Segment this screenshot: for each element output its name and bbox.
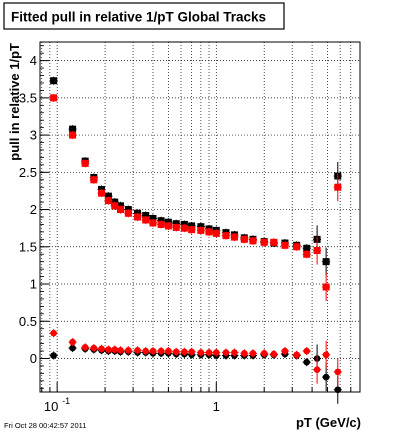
circle-marker [50, 352, 57, 359]
circle-marker [334, 386, 342, 394]
y-tick-label: 3.5 [19, 90, 37, 105]
square-marker [249, 237, 257, 245]
circle-marker [172, 348, 180, 356]
circle-marker [125, 346, 132, 354]
square-marker [124, 209, 132, 217]
square-marker [142, 216, 150, 224]
square-marker [240, 235, 248, 243]
circle-marker [90, 344, 98, 352]
square-marker [313, 247, 321, 255]
square-marker [303, 250, 311, 258]
circle-marker [293, 351, 300, 359]
square-marker [81, 159, 89, 167]
circle-marker [98, 345, 105, 353]
square-marker [188, 226, 196, 234]
y-tick-label: 1 [30, 277, 37, 292]
square-marker [50, 94, 58, 102]
square-marker [98, 189, 106, 197]
circle-marker [117, 346, 124, 354]
timestamp: Fri Oct 28 00:42:57 2011 [4, 421, 86, 430]
square-marker [197, 226, 205, 234]
x-tick-label-exponent: -1 [62, 396, 70, 406]
square-marker [90, 176, 98, 184]
grid-lines [40, 42, 360, 392]
square-marker [270, 238, 278, 246]
square-marker [116, 206, 124, 214]
circle-marker [69, 344, 76, 352]
circle-marker [134, 346, 141, 354]
square-marker [104, 192, 112, 200]
circle-marker [165, 347, 172, 355]
y-tick-label: 2.5 [19, 165, 37, 180]
circle-marker [222, 349, 230, 356]
y-tick-label: 1.5 [19, 239, 37, 254]
square-marker [180, 224, 188, 232]
square-marker [293, 243, 301, 251]
square-marker [230, 233, 238, 241]
y-tick-label: 3 [30, 128, 37, 143]
square-marker [281, 241, 289, 249]
square-marker [69, 131, 77, 139]
chart-title: Fitted pull in relative 1/pT Global Trac… [11, 10, 266, 25]
title-box-border [3, 2, 285, 30]
circle-marker [149, 347, 157, 355]
square-marker [142, 212, 150, 220]
square-marker [260, 238, 268, 246]
square-marker [69, 125, 77, 133]
square-marker [322, 258, 330, 266]
title-box: Fitted pull in relative 1/pT Global Trac… [3, 2, 285, 30]
x-axis-label: pT (GeV/c) [296, 415, 361, 430]
circle-marker [231, 349, 238, 356]
square-marker [303, 244, 311, 252]
circle-marker [181, 348, 188, 356]
square-marker [134, 213, 142, 221]
square-marker [104, 197, 112, 205]
circle-marker [313, 366, 321, 373]
y-axis-label: pull in relative 1/pT [7, 43, 22, 161]
circle-marker [212, 349, 220, 356]
circle-marker [81, 344, 89, 351]
circle-marker [142, 347, 149, 355]
circle-marker [249, 349, 257, 357]
y-tick-label: 0.5 [19, 314, 37, 329]
square-marker [205, 228, 213, 236]
x-tick-label: 10 [44, 399, 58, 414]
y-tick-label: 2 [30, 202, 37, 217]
y-tick-label: 0 [30, 351, 37, 366]
circle-marker [105, 346, 112, 353]
square-marker [111, 202, 119, 210]
x-tick-label: 1 [213, 399, 220, 414]
square-marker [334, 183, 342, 191]
circle-marker [157, 347, 165, 355]
square-marker [50, 77, 58, 85]
circle-marker [205, 349, 213, 356]
square-marker [149, 214, 157, 222]
y-tick-label: 4 [30, 53, 37, 68]
square-marker [222, 232, 230, 240]
circle-marker [303, 358, 311, 366]
square-marker [322, 283, 330, 291]
square-marker [212, 229, 220, 237]
square-marker [164, 222, 172, 230]
circle-marker [270, 350, 278, 358]
circle-marker [322, 373, 330, 381]
circle-marker [69, 338, 76, 346]
axes: 0 0.5 1 1.5 2 2.5 3 3.5 4 10 -1 1 [19, 41, 361, 414]
circle-marker [241, 349, 248, 357]
data-markers [49, 76, 342, 404]
circle-marker [197, 349, 205, 356]
circle-marker [111, 346, 119, 353]
circle-marker [188, 348, 195, 356]
square-marker [149, 219, 157, 227]
circle-marker [334, 368, 342, 376]
circle-marker [50, 329, 57, 337]
circle-marker [303, 347, 311, 355]
circle-marker [281, 347, 289, 355]
circle-marker [260, 349, 268, 357]
circle-marker [322, 351, 330, 359]
square-marker [157, 220, 165, 228]
square-marker [172, 223, 180, 231]
